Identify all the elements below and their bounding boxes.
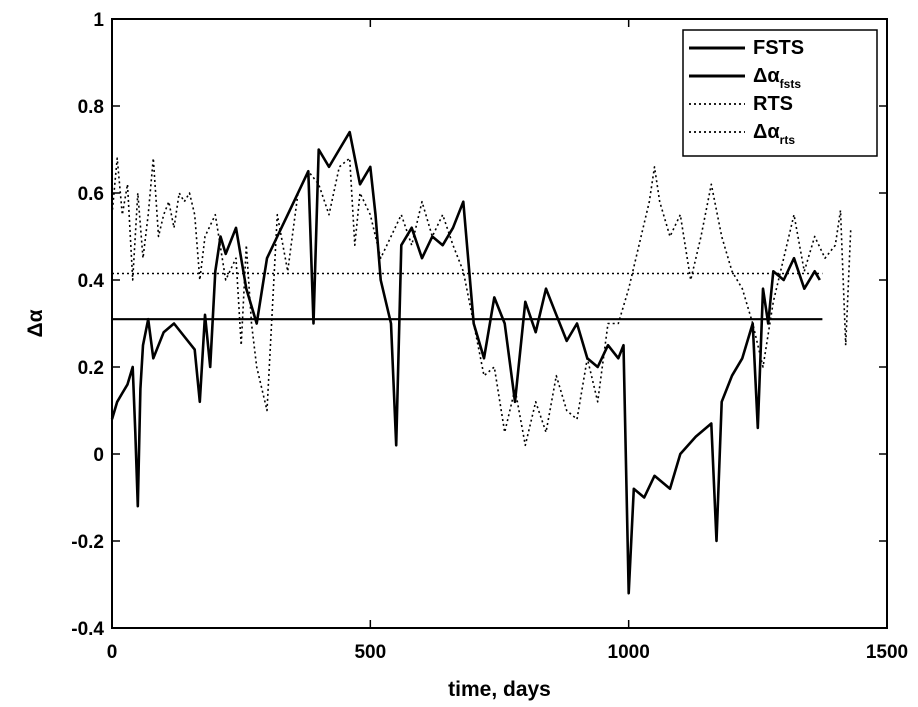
y-axis: -0.4 -0.2 0 0.2 0.4 0.6 0.8 1 xyxy=(71,10,887,640)
x-tick-label: 500 xyxy=(354,642,386,663)
x-axis-label: time, days xyxy=(448,678,551,701)
x-tick-label: 1500 xyxy=(866,642,908,663)
y-tick-label: -0.2 xyxy=(71,532,104,553)
series-line-2 xyxy=(111,157,852,447)
y-tick-label: 0.2 xyxy=(78,358,104,379)
legend-box xyxy=(682,29,878,157)
legend-label-delta-alpha-rts-main: Δα xyxy=(753,121,780,143)
legend-label-rts: RTS xyxy=(753,93,793,115)
legend: FSTS Δαfsts RTS Δαrts xyxy=(682,29,878,157)
y-tick-label: 1 xyxy=(93,10,104,31)
y-tick-label: -0.4 xyxy=(71,619,104,640)
y-tick-label: 0 xyxy=(93,445,104,466)
plot-lines xyxy=(110,130,852,595)
series-line-0 xyxy=(110,130,821,595)
legend-label-delta-alpha-fsts-main: Δα xyxy=(753,65,780,87)
x-axis: 0 500 1000 1500 xyxy=(107,19,908,663)
legend-label-delta-alpha-fsts: Δαfsts xyxy=(753,65,801,91)
y-tick-label: 0.4 xyxy=(78,271,105,292)
y-tick-label: 0.8 xyxy=(78,97,104,118)
legend-label-fsts: FSTS xyxy=(753,37,804,59)
y-tick-label: 0.6 xyxy=(78,184,104,205)
plot-frame xyxy=(111,18,888,629)
legend-label-delta-alpha-rts: Δαrts xyxy=(753,121,795,147)
legend-label-delta-alpha-fsts-sub: fsts xyxy=(780,77,802,91)
x-tick-label: 1000 xyxy=(608,642,650,663)
x-tick-label: 0 xyxy=(107,642,118,663)
legend-label-delta-alpha-rts-sub: rts xyxy=(780,133,796,147)
y-axis-label: Δα xyxy=(24,309,47,337)
